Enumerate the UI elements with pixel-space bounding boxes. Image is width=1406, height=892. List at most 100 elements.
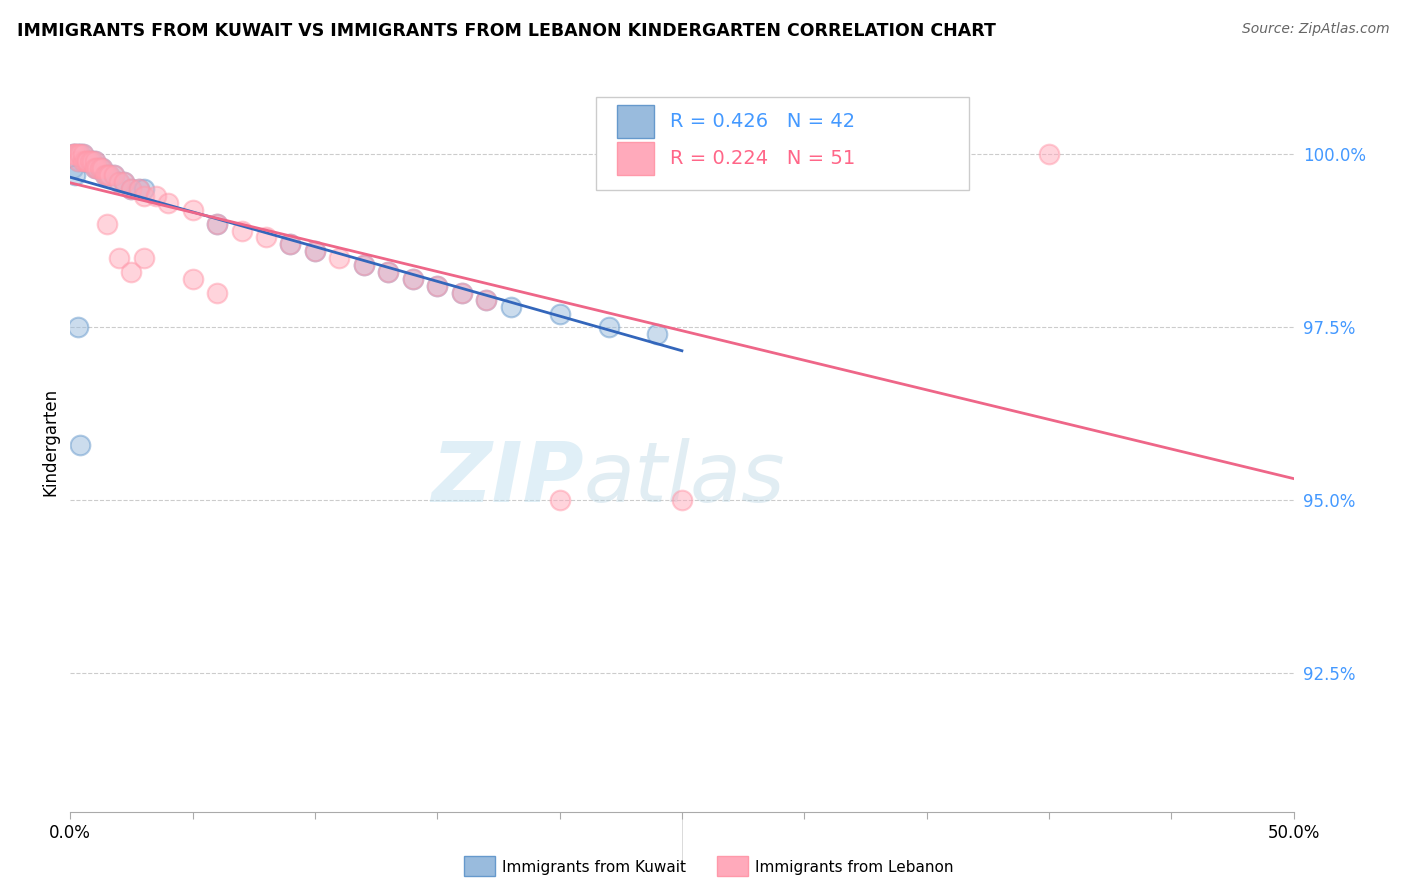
Point bbox=[671, 493, 693, 508]
Point bbox=[112, 175, 135, 189]
Point bbox=[83, 161, 105, 176]
Text: ZIP: ZIP bbox=[432, 438, 583, 519]
Point bbox=[89, 161, 111, 176]
Point bbox=[83, 154, 105, 169]
Point bbox=[426, 278, 449, 293]
Point bbox=[205, 217, 228, 231]
Point bbox=[63, 147, 86, 161]
Point bbox=[548, 493, 571, 508]
Point bbox=[128, 182, 150, 196]
Point bbox=[98, 168, 121, 182]
Point bbox=[353, 258, 375, 272]
Point bbox=[304, 244, 326, 259]
Point bbox=[66, 320, 89, 334]
Point bbox=[66, 147, 89, 161]
Point bbox=[1038, 147, 1060, 161]
Point bbox=[205, 285, 228, 300]
Point bbox=[112, 175, 135, 189]
Point bbox=[128, 182, 150, 196]
Point bbox=[79, 154, 101, 169]
Text: IMMIGRANTS FROM KUWAIT VS IMMIGRANTS FROM LEBANON KINDERGARTEN CORRELATION CHART: IMMIGRANTS FROM KUWAIT VS IMMIGRANTS FRO… bbox=[17, 22, 995, 40]
Point bbox=[231, 223, 253, 237]
Point bbox=[72, 154, 94, 169]
Point bbox=[475, 293, 498, 307]
Point bbox=[86, 161, 108, 176]
Point bbox=[62, 161, 84, 176]
Point bbox=[328, 251, 350, 265]
Point bbox=[83, 161, 105, 176]
Point bbox=[647, 327, 669, 342]
Point bbox=[91, 161, 114, 176]
Point bbox=[132, 182, 155, 196]
Point bbox=[76, 154, 98, 169]
Text: Source: ZipAtlas.com: Source: ZipAtlas.com bbox=[1241, 22, 1389, 37]
Point bbox=[69, 147, 91, 161]
Text: R = 0.426   N = 42: R = 0.426 N = 42 bbox=[669, 112, 855, 131]
Point bbox=[91, 161, 114, 176]
Point bbox=[63, 168, 86, 182]
Point bbox=[62, 147, 84, 161]
Point bbox=[108, 175, 131, 189]
Point bbox=[93, 168, 115, 182]
Point bbox=[181, 272, 204, 286]
Point bbox=[72, 147, 94, 161]
Text: Immigrants from Kuwait: Immigrants from Kuwait bbox=[502, 860, 686, 874]
Point bbox=[82, 154, 104, 169]
Point bbox=[181, 202, 204, 217]
Point bbox=[280, 237, 302, 252]
Point bbox=[63, 147, 86, 161]
FancyBboxPatch shape bbox=[464, 856, 495, 876]
Point bbox=[499, 300, 522, 314]
Text: atlas: atlas bbox=[583, 438, 786, 519]
Point bbox=[548, 306, 571, 320]
Point bbox=[96, 168, 118, 182]
Text: Immigrants from Lebanon: Immigrants from Lebanon bbox=[755, 860, 953, 874]
Point bbox=[66, 154, 89, 169]
Point bbox=[121, 265, 143, 279]
Point bbox=[89, 161, 111, 176]
Point bbox=[402, 272, 425, 286]
Point bbox=[377, 265, 399, 279]
Point bbox=[450, 285, 472, 300]
Point bbox=[82, 154, 104, 169]
Point bbox=[377, 265, 399, 279]
Point bbox=[475, 293, 498, 307]
Point bbox=[66, 147, 89, 161]
Point bbox=[108, 175, 131, 189]
Point bbox=[76, 154, 98, 169]
Point bbox=[93, 168, 115, 182]
Point bbox=[66, 154, 89, 169]
FancyBboxPatch shape bbox=[717, 856, 748, 876]
Point bbox=[254, 230, 277, 244]
Point bbox=[121, 182, 143, 196]
Point bbox=[83, 154, 105, 169]
Point bbox=[98, 168, 121, 182]
Point bbox=[86, 161, 108, 176]
Point bbox=[72, 147, 94, 161]
Point bbox=[121, 182, 143, 196]
Point bbox=[426, 278, 449, 293]
Point bbox=[402, 272, 425, 286]
Point bbox=[157, 195, 180, 210]
Point bbox=[79, 154, 101, 169]
Point bbox=[304, 244, 326, 259]
Point bbox=[73, 154, 96, 169]
Point bbox=[132, 189, 155, 203]
Point bbox=[69, 438, 91, 452]
Point bbox=[62, 147, 84, 161]
Point bbox=[63, 147, 86, 161]
Point bbox=[73, 154, 96, 169]
Point bbox=[76, 154, 98, 169]
Point bbox=[132, 251, 155, 265]
Point bbox=[598, 320, 620, 334]
Text: R = 0.224   N = 51: R = 0.224 N = 51 bbox=[669, 149, 855, 169]
FancyBboxPatch shape bbox=[596, 97, 969, 190]
Point bbox=[108, 251, 131, 265]
Point bbox=[353, 258, 375, 272]
Point bbox=[103, 168, 125, 182]
Y-axis label: Kindergarten: Kindergarten bbox=[41, 387, 59, 496]
Point bbox=[450, 285, 472, 300]
Point bbox=[96, 217, 118, 231]
Point bbox=[280, 237, 302, 252]
FancyBboxPatch shape bbox=[617, 142, 654, 175]
